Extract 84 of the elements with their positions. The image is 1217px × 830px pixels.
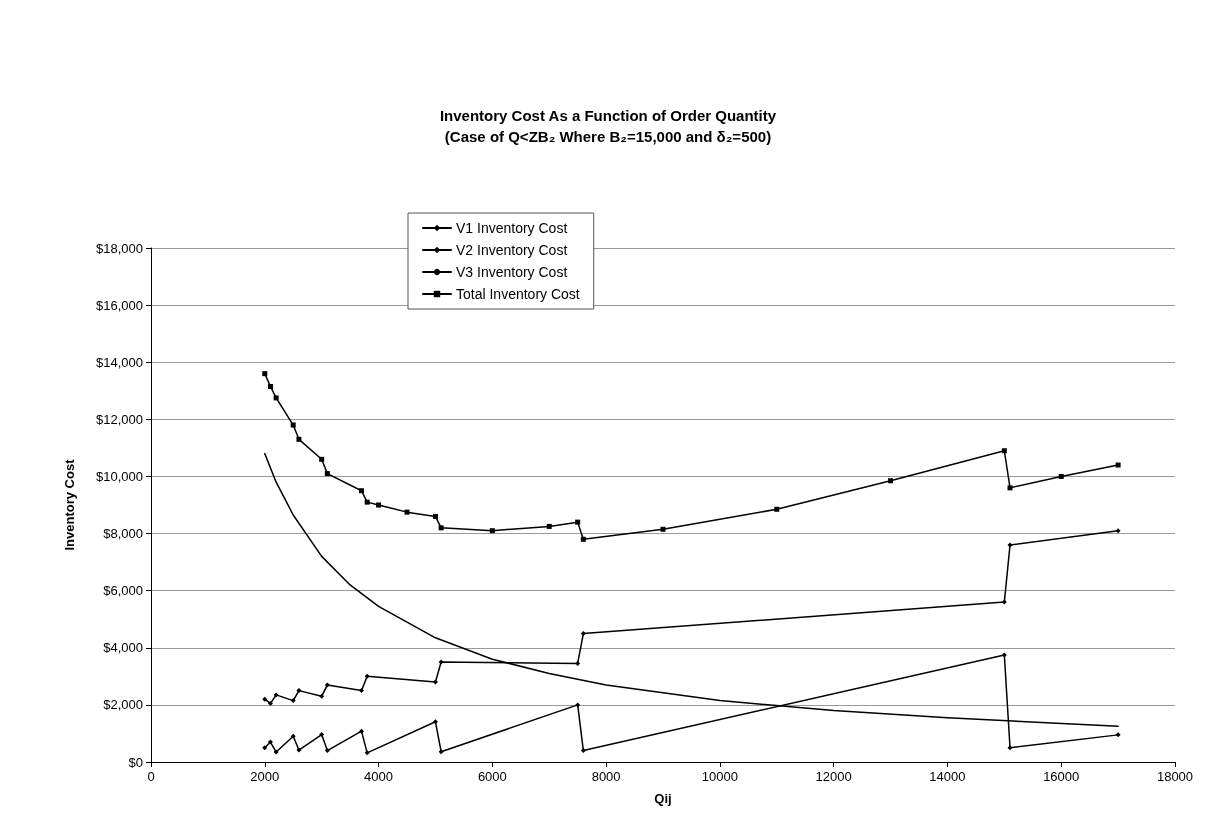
x-tick-label: 0 [147,769,155,784]
point [267,383,273,389]
legend-label: V1 Inventory Cost [456,220,568,236]
point [438,659,444,665]
point [290,733,296,739]
point [267,739,273,745]
point [404,509,410,515]
point [296,747,302,753]
legend-label: V2 Inventory Cost [456,242,568,258]
x-tick-label: 14000 [929,769,966,784]
point [1001,448,1007,454]
point [358,728,364,734]
point [1007,542,1013,548]
point [324,748,330,754]
point [432,679,438,685]
y-tick-label: $8,000 [103,526,143,542]
x-tick-label: 12000 [815,769,852,784]
point [267,700,273,706]
point [575,519,581,525]
x-tick-label: 10000 [701,769,738,784]
point [546,523,552,529]
point [1058,473,1064,479]
point [580,631,586,636]
point [324,471,330,477]
y-tick-label: $10,000 [96,468,143,484]
point [432,513,438,519]
point [319,732,325,738]
point [273,749,279,755]
point [774,506,780,512]
y-tick-label: $14,000 [96,354,143,370]
point [364,673,370,679]
point [660,526,666,532]
point [580,536,586,542]
x-axis-title: Qij [654,791,672,806]
point [438,749,444,755]
x-tick-label: 2000 [250,769,280,784]
y-tick-label: $2,000 [103,697,143,713]
y-tick-label: $4,000 [103,640,143,656]
point [438,525,444,531]
point [1001,599,1007,605]
point [296,436,302,442]
x-tick-label: 16000 [1043,769,1080,784]
point [262,745,268,751]
point [364,499,370,505]
point [376,502,382,508]
point [1007,745,1013,751]
point [1115,528,1121,534]
point [273,692,279,698]
y-tick-label: $12,000 [96,411,143,427]
point [888,478,894,484]
point [1115,732,1121,738]
y-tick-label: $0 [128,754,143,770]
point [262,696,268,702]
point [319,693,325,699]
chart-title: Inventory Cost As a Function of Order Quantity [439,107,777,124]
point [1001,652,1007,658]
chart-subtitle: (Case of Q<ZB₂ Where B₂=15,000 and δ₂=500) [444,128,772,145]
point [296,688,302,694]
point [575,660,581,666]
legend-label: Total Inventory Cost [456,286,580,302]
x-tick-label: 6000 [477,769,507,784]
point [262,371,268,377]
point [575,702,581,708]
point [364,750,370,756]
point [432,719,438,725]
point [1007,485,1013,491]
y-axis-title: Inventory Cost [62,458,77,551]
point [580,748,586,754]
point [290,422,296,428]
y-tick-label: $18,000 [96,240,143,256]
x-tick-label: 8000 [591,769,621,784]
point [290,698,296,704]
point [358,688,364,694]
x-tick-label: 4000 [364,769,394,784]
y-tick-label: $6,000 [103,583,143,599]
legend-label: V3 Inventory Cost [456,264,568,280]
x-tick-label: 18000 [1156,769,1194,784]
y-tick-label: $16,000 [96,297,143,313]
point [358,488,364,494]
point [273,395,279,401]
point [489,528,495,534]
point [324,682,330,688]
point [1115,462,1121,468]
point [319,456,325,462]
